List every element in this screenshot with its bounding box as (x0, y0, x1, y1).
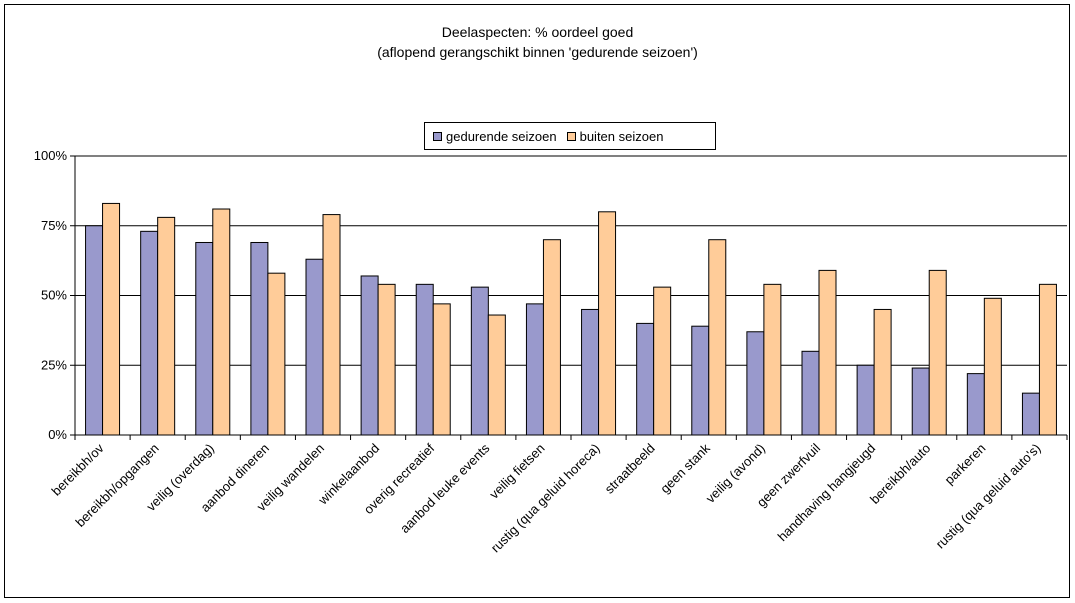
bar-gedurende (746, 331, 765, 436)
bar-buiten (542, 239, 561, 436)
bar-gedurende (801, 350, 820, 436)
bar-buiten (708, 239, 727, 436)
bar-gedurende (581, 308, 600, 436)
chart-title: Deelaspecten: % oordeel goed (441, 24, 634, 40)
x-tick-label: bereikbh/ov (49, 440, 107, 498)
x-tick-label: straatbeeld (602, 441, 658, 497)
bar-buiten (928, 269, 947, 436)
bar-gedurende (691, 325, 710, 436)
bar-buiten (322, 214, 341, 436)
bar-gedurende (470, 286, 489, 436)
bar-buiten (157, 216, 176, 436)
x-tick-label: veilig fietsen (486, 441, 547, 502)
chart-legend: gedurende seizoen buiten seizoen (424, 122, 716, 150)
legend-label-buiten: buiten seizoen (579, 128, 664, 144)
x-tick-label: rustig (qua geluid auto's) (933, 441, 1044, 552)
bar-buiten (598, 211, 617, 436)
bar-gedurende (360, 275, 379, 436)
x-tick-label: handhaving hangjeugd (775, 441, 879, 545)
bar-buiten (653, 286, 672, 436)
x-tick-label: parkeren (942, 441, 989, 488)
bar-buiten (377, 283, 396, 436)
bar-buiten (267, 272, 286, 436)
y-tick-label: 100% (34, 148, 68, 163)
y-tick-label: 50% (41, 288, 67, 303)
bar-buiten (763, 283, 782, 436)
chart-frame (4, 4, 1070, 598)
legend-item-gedurende: gedurende seizoen (433, 129, 557, 144)
legend-swatch-gedurende (433, 131, 442, 141)
bar-gedurende (1021, 392, 1040, 436)
bar-gedurende (195, 241, 214, 436)
bar-gedurende (856, 364, 875, 436)
bar-buiten (487, 314, 506, 436)
bar-buiten (983, 297, 1002, 436)
bar-gedurende (415, 283, 434, 436)
bar-gedurende (911, 367, 930, 436)
bar-gedurende (85, 225, 104, 436)
bar-buiten (432, 303, 451, 436)
bar-gedurende (966, 373, 985, 436)
legend-item-buiten: buiten seizoen (566, 128, 664, 144)
legend-label-gedurende: gedurende seizoen (446, 128, 557, 144)
bar-buiten (873, 308, 892, 436)
bar-buiten (1038, 283, 1057, 436)
bar-gedurende (140, 230, 159, 436)
y-tick-label: 75% (41, 218, 67, 233)
bar-buiten (818, 269, 837, 436)
chart-title-block: Deelaspecten: % oordeel goed (aflopend g… (0, 22, 1075, 62)
bar-gedurende (525, 303, 544, 436)
bar-buiten (102, 202, 121, 436)
bar-gedurende (250, 241, 269, 436)
y-tick-label: 25% (41, 357, 67, 372)
chart-subtitle: (aflopend gerangschikt binnen 'gedurende… (377, 44, 698, 60)
x-tick-label: geen stank (657, 440, 713, 496)
legend-swatch-buiten (566, 131, 576, 141)
y-tick-label: 0% (48, 427, 67, 442)
bar-gedurende (305, 258, 324, 436)
bar-gedurende (636, 322, 655, 436)
bar-buiten (212, 208, 231, 436)
x-tick-label: rustig (qua geluid horeca) (488, 441, 603, 556)
